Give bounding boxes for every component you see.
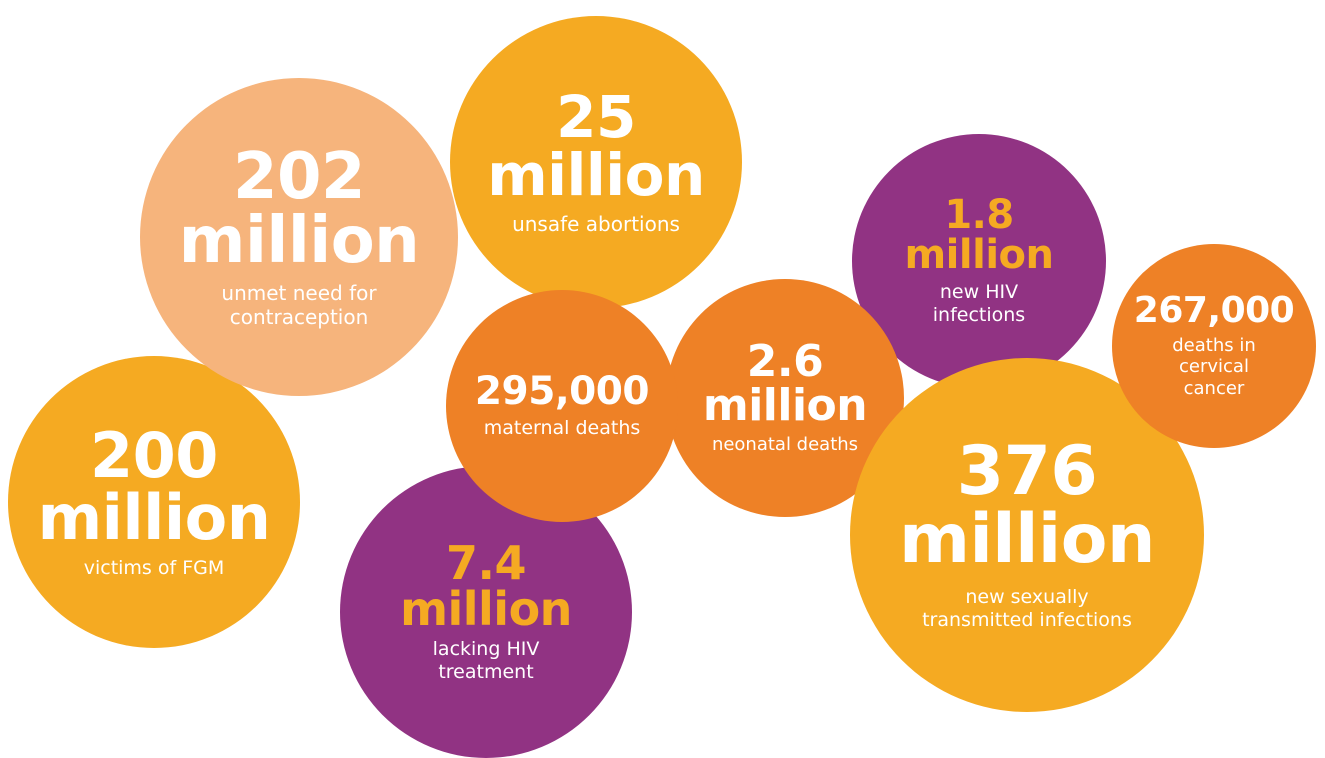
stat-value: 2.6 million [702, 336, 868, 432]
stat-label: new HIV infections [923, 281, 1035, 327]
stat-label-line: treatment [438, 661, 534, 683]
stat-value: 1.8 million [905, 195, 1054, 275]
stat-value: 376 million [899, 438, 1155, 574]
stat-value-number: 376 [956, 432, 1098, 512]
stat-label: neonatal deaths [702, 434, 868, 456]
stat-label: lacking HIV treatment [423, 638, 550, 684]
stat-label-line: neonatal deaths [711, 434, 859, 456]
stat-value-unit: million [178, 204, 420, 278]
stat-bubble-fgm-victims: 200 million victims of FGM [8, 356, 300, 648]
stat-value-unit: million [37, 480, 271, 554]
stat-value-unit: million [904, 232, 1054, 279]
stat-value-number: 202 [232, 140, 366, 214]
stat-value: 267,000 [1133, 289, 1295, 331]
stat-label: deaths in cervical cancer [1162, 335, 1266, 400]
stat-label: victims of FGM [74, 557, 235, 580]
stat-bubble-neonatal-deaths: 2.6 million neonatal deaths [666, 279, 904, 517]
stat-label-line: new HIV [939, 281, 1019, 304]
stat-label: unsafe abortions [502, 212, 690, 236]
stat-label-line: cervical [1179, 356, 1249, 378]
stat-value: 25 million [487, 88, 705, 204]
stat-value: 200 million [37, 418, 271, 554]
stat-label: maternal deaths [474, 417, 651, 440]
stat-bubble-unsafe-abortions: 25 million unsafe abortions [450, 16, 742, 308]
stat-value-unit: million [899, 500, 1155, 580]
stat-bubble-new-hiv-infections: 1.8 million new HIV infections [852, 134, 1106, 388]
stat-label: unmet need for contraception [211, 281, 386, 329]
stat-label-line: victims of FGM [83, 556, 225, 579]
stat-value-number: 200 [90, 418, 218, 492]
stat-value: 7.4 million [400, 540, 572, 632]
stat-value-number: 7.4 [445, 536, 526, 591]
stat-label-line: contraception [229, 305, 369, 329]
stat-value: 202 million [178, 140, 420, 278]
stat-value-number: 267,000 [1133, 289, 1295, 331]
stat-label-line: cancer [1183, 377, 1245, 399]
stat-label-line: deaths in [1172, 334, 1256, 356]
stat-label-line: lacking HIV [432, 638, 540, 661]
stat-label-line: transmitted infections [922, 609, 1132, 631]
stat-label-line: unsafe abortions [512, 212, 680, 236]
stat-value-number: 2.6 [746, 336, 824, 388]
stat-value-number: 295,000 [474, 369, 650, 415]
stat-value-unit: million [400, 582, 572, 637]
stat-value: 295,000 [474, 369, 650, 415]
stat-label: new sexually transmitted infections [912, 586, 1142, 632]
stat-value-number: 25 [556, 83, 636, 151]
stat-label-line: new sexually [965, 586, 1089, 609]
stat-label-line: infections [932, 304, 1026, 326]
stat-label-line: unmet need for [221, 281, 377, 305]
stat-bubble-cervical-cancer-deaths: 267,000 deaths in cervical cancer [1112, 244, 1316, 448]
stat-bubble-maternal-deaths: 295,000 maternal deaths [446, 290, 678, 522]
stat-bubble-unmet-contraception: 202 million unmet need for contraception [140, 78, 458, 396]
stat-value-unit: million [487, 141, 705, 209]
stat-value-number: 1.8 [944, 192, 1014, 239]
stat-value-unit: million [702, 380, 868, 432]
stat-label-line: maternal deaths [483, 417, 641, 440]
